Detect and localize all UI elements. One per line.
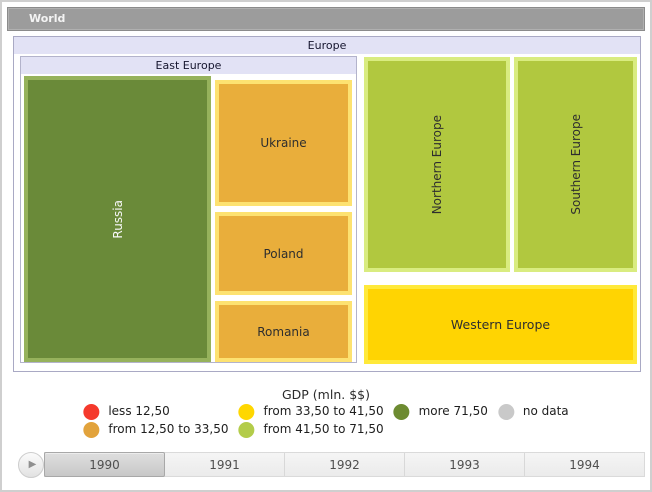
legend-item-33-41[interactable]: from 33,50 to 41,50 xyxy=(238,403,384,420)
legend-item-less[interactable]: less 12,50 xyxy=(83,403,228,420)
node-label-ukraine: Ukraine xyxy=(260,136,307,150)
legend-item-more[interactable]: more 71,50 xyxy=(393,403,488,420)
legend-label-33-41: from 33,50 to 41,50 xyxy=(263,404,384,418)
node-label-western-europe: Western Europe xyxy=(450,317,551,332)
treemap-node-russia[interactable]: Russia xyxy=(24,76,211,362)
legend-swatch-lime-icon xyxy=(238,421,255,438)
node-label-northern-europe: Northern Europe xyxy=(430,114,444,215)
legend-label-41-71: from 41,50 to 71,50 xyxy=(263,422,384,436)
treemap-group-europe: Europe East Europe Russia Ukraine Poland… xyxy=(13,36,641,372)
legend-label-less: less 12,50 xyxy=(108,404,170,418)
legend-item-41-71[interactable]: from 41,50 to 71,50 xyxy=(238,421,384,438)
east-europe-group-header[interactable]: East Europe xyxy=(21,57,356,74)
legend-swatch-yellow-icon xyxy=(238,403,255,420)
timeline-year-1991[interactable]: 1991 xyxy=(165,453,285,476)
treemap-node-southern-europe[interactable]: Southern Europe xyxy=(514,57,637,272)
node-label-southern-europe: Southern Europe xyxy=(568,114,583,215)
drill-up-label: World xyxy=(29,12,66,25)
treemap-node-ukraine[interactable]: Ukraine xyxy=(215,80,352,206)
legend-swatch-gray-icon xyxy=(497,403,514,420)
timeline-year-1993[interactable]: 1993 xyxy=(405,453,525,476)
legend: less 12,50 from 12,50 to 33,50 from 33,5… xyxy=(83,403,569,438)
legend-swatch-orange-icon xyxy=(83,421,100,438)
legend-title: GDP (mln. $$) xyxy=(281,387,370,402)
legend-swatch-green-icon xyxy=(393,403,410,420)
legend-item-no-data[interactable]: no data xyxy=(497,403,569,420)
legend-label-no-data: no data xyxy=(522,404,569,418)
treemap-node-northern-europe[interactable]: Northern Europe xyxy=(364,57,510,272)
node-label-russia: Russia xyxy=(110,199,125,239)
legend-item-12-33[interactable]: from 12,50 to 33,50 xyxy=(83,421,228,438)
treemap-node-romania[interactable]: Romania xyxy=(215,301,352,362)
legend-label-more: more 71,50 xyxy=(418,404,488,418)
timeline-year-1994[interactable]: 1994 xyxy=(525,453,644,476)
legend-swatch-red-icon xyxy=(83,403,100,420)
treemap-group-east-europe: East Europe Russia Ukraine Poland Romani… xyxy=(20,56,357,363)
play-icon: ▶ xyxy=(28,459,37,470)
node-label-romania: Romania xyxy=(257,324,310,339)
treemap-node-western-europe[interactable]: Western Europe xyxy=(364,285,637,364)
treemap-node-poland[interactable]: Poland xyxy=(215,212,352,295)
timeline-year-1992[interactable]: 1992 xyxy=(285,453,405,476)
node-label-poland: Poland xyxy=(263,246,304,261)
timeline-year-selector: 1990 1991 1992 1993 1994 xyxy=(44,452,645,477)
timeline-year-1990[interactable]: 1990 xyxy=(44,452,165,477)
legend-label-12-33: from 12,50 to 33,50 xyxy=(108,422,229,436)
drill-up-bar[interactable]: World xyxy=(7,7,645,31)
play-button[interactable]: ▶ xyxy=(18,452,44,478)
europe-group-header[interactable]: Europe xyxy=(14,37,640,54)
